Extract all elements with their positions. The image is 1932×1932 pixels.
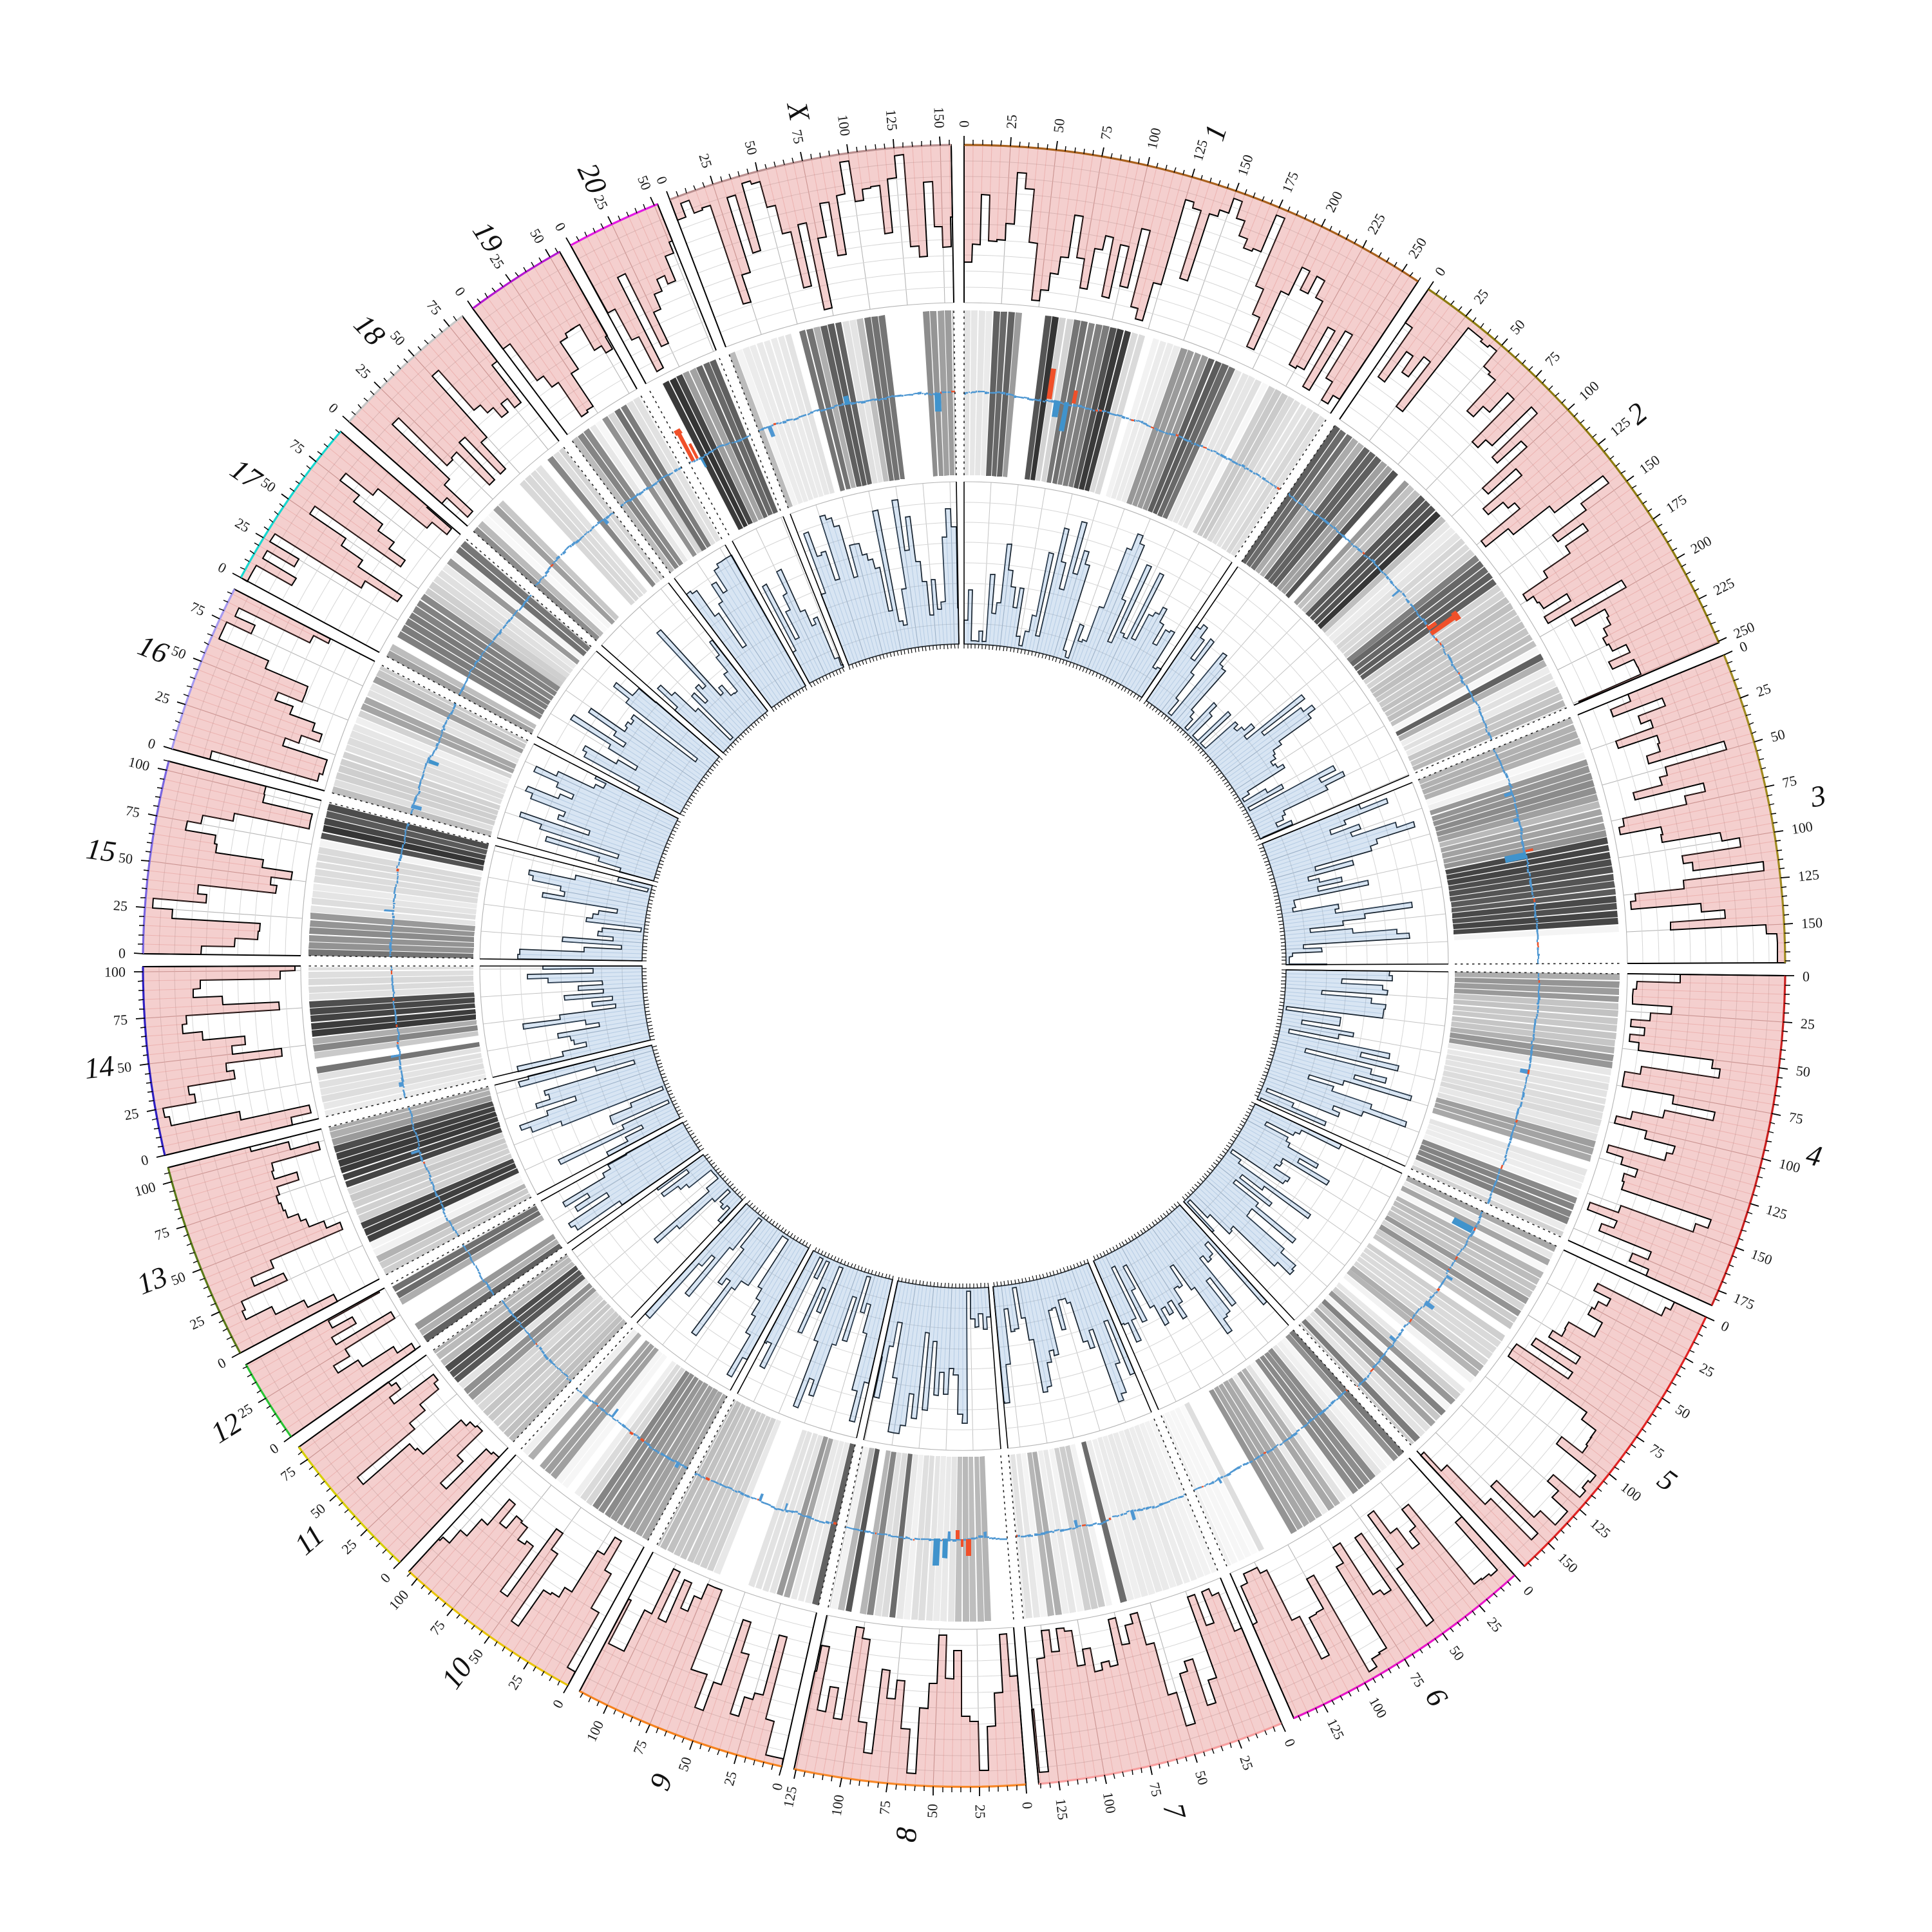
- svg-text:75: 75: [1788, 1109, 1804, 1128]
- svg-text:75: 75: [124, 802, 141, 821]
- svg-text:0: 0: [768, 1781, 786, 1792]
- svg-text:50: 50: [118, 849, 134, 867]
- svg-text:0: 0: [956, 120, 972, 128]
- svg-text:100: 100: [104, 964, 126, 980]
- svg-text:75: 75: [788, 128, 807, 145]
- svg-text:25: 25: [1800, 1016, 1815, 1032]
- svg-text:150: 150: [931, 107, 948, 129]
- svg-text:75: 75: [876, 1800, 893, 1815]
- svg-text:125: 125: [1053, 1798, 1072, 1821]
- svg-text:100: 100: [1790, 818, 1814, 837]
- svg-text:50: 50: [117, 1059, 133, 1076]
- svg-text:50: 50: [1050, 118, 1068, 134]
- svg-text:25: 25: [972, 1804, 989, 1819]
- svg-text:14: 14: [82, 1049, 116, 1085]
- svg-text:25: 25: [113, 897, 128, 914]
- svg-text:100: 100: [835, 114, 853, 137]
- svg-text:125: 125: [883, 109, 901, 131]
- svg-text:0: 0: [1803, 969, 1810, 985]
- svg-text:75: 75: [1097, 124, 1115, 141]
- svg-text:0: 0: [1019, 1801, 1036, 1810]
- svg-text:0: 0: [118, 945, 126, 961]
- svg-text:75: 75: [113, 1012, 128, 1028]
- svg-text:15: 15: [84, 832, 118, 869]
- svg-text:25: 25: [1003, 114, 1020, 129]
- svg-text:50: 50: [1795, 1063, 1811, 1081]
- svg-text:8: 8: [889, 1826, 923, 1843]
- svg-text:50: 50: [924, 1804, 941, 1819]
- svg-text:100: 100: [1100, 1791, 1119, 1815]
- svg-text:75: 75: [1781, 772, 1798, 791]
- svg-text:25: 25: [123, 1105, 140, 1123]
- svg-text:125: 125: [1797, 866, 1821, 884]
- svg-text:100: 100: [828, 1794, 848, 1817]
- svg-text:150: 150: [1801, 914, 1823, 932]
